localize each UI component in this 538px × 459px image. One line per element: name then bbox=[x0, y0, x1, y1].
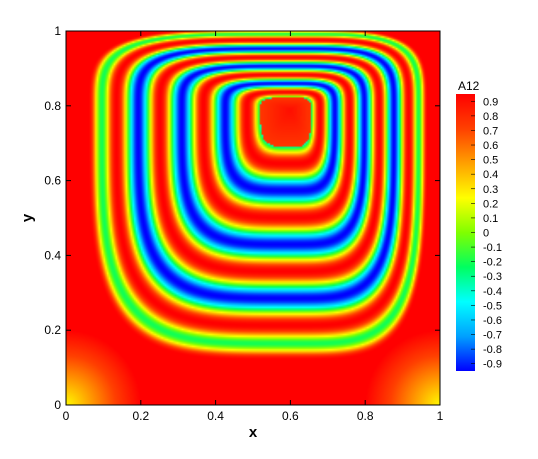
y-tick-label: 0.8 bbox=[44, 99, 61, 113]
contour-field-image bbox=[66, 31, 440, 405]
x-tick-label: 1 bbox=[437, 409, 444, 423]
y-tick-label: 0.4 bbox=[44, 248, 61, 262]
colorbar-tick-label: -0.1 bbox=[483, 242, 502, 254]
y-tick-label: 0 bbox=[54, 398, 61, 412]
colorbar-tick-label: 0.2 bbox=[483, 198, 498, 210]
colorbar-ticks: 0.9 0.8 0.7 0.6 0.5 0.4 0.3 0.2 0.1 0 -0.1 -0.2 -0.3… bbox=[471, 96, 502, 371]
colorbar-tick-label: 0.5 bbox=[483, 155, 498, 167]
colorbar-tick-label: 0.8 bbox=[483, 111, 498, 123]
colorbar-tick-label: 0.3 bbox=[483, 184, 498, 196]
colorbar-gradient bbox=[456, 94, 475, 371]
colorbar-tick-label: 0.4 bbox=[483, 169, 498, 181]
colorbar-tick-label: -0.8 bbox=[483, 344, 502, 356]
contour-field bbox=[66, 31, 440, 405]
x-tick-label: 0.8 bbox=[357, 409, 374, 423]
plot-frame bbox=[65, 30, 441, 406]
y-tick-label: 1 bbox=[54, 24, 61, 38]
colorbar-tick-label: -0.2 bbox=[483, 257, 502, 269]
colorbar-tick-label: -0.4 bbox=[483, 286, 502, 298]
x-axis: 0 0.2 0.4 0.6 0.8 1 bbox=[63, 31, 444, 423]
colorbar-tick-label: 0.9 bbox=[483, 96, 498, 108]
x-tick-label: 0.4 bbox=[207, 409, 224, 423]
colorbar-title: A12 bbox=[458, 79, 480, 93]
colorbar-tick-label: 0.6 bbox=[483, 140, 498, 152]
x-tick-label: 0 bbox=[63, 409, 70, 423]
colorbar-tick-label: -0.5 bbox=[483, 300, 502, 312]
colorbar-tick-label: -0.3 bbox=[483, 271, 502, 283]
colorbar-tick-label: -0.9 bbox=[483, 359, 502, 371]
colorbar-tick-label: 0 bbox=[483, 228, 489, 240]
colorbar-tick-label: 0.1 bbox=[483, 213, 498, 225]
x-axis-title: x bbox=[249, 424, 258, 441]
colorbar-tick-label: -0.7 bbox=[483, 330, 502, 342]
colorbar-tick-label: 0.7 bbox=[483, 125, 498, 137]
x-tick-label: 0.6 bbox=[282, 409, 299, 423]
y-tick-label: 0.6 bbox=[44, 174, 61, 188]
colorbar-tick-label: -0.6 bbox=[483, 315, 502, 327]
x-tick-label: 0.2 bbox=[132, 409, 149, 423]
y-axis: 0 0.2 0.4 0.6 0.8 1 bbox=[44, 24, 440, 412]
y-tick-label: 0.2 bbox=[44, 323, 61, 337]
y-axis-title: y bbox=[19, 213, 36, 222]
colorbar: A12 0.9 0.8 0.7 0.6 0.5 0.4 0.3 0.2 0.1 0 -0.1 -0.2… bbox=[456, 79, 502, 371]
